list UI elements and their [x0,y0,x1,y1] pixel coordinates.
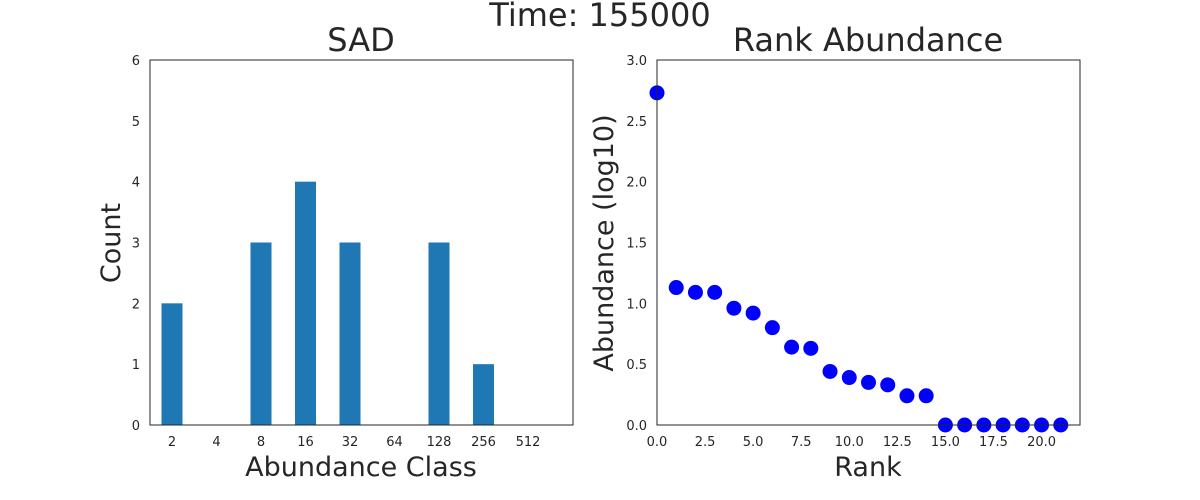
rank-y-axis-label: Abundance (log10) [589,114,620,371]
sad-y-tick-label: 2 [132,297,140,312]
sad-x-tick-label: 512 [516,435,541,450]
rank-point [764,320,780,336]
sad-y-axis-label: Count [96,203,127,283]
sad-y-tick-label: 3 [132,237,140,252]
rank-y-tick-label: 1.0 [626,297,647,312]
rank-point [899,388,915,404]
sad-y-ticks: 0 1 2 3 4 5 6 [132,54,140,434]
sad-bar [473,364,494,425]
rank-point [880,377,896,393]
rank-x-axis-label: Rank [834,452,902,483]
rank-point [668,280,684,296]
sad-y-tick-label: 1 [132,358,140,373]
figure-suptitle: Time: 155000 [488,0,710,34]
sad-chart: SAD 0 1 2 3 4 5 6 2 4 8 16 32 64 128 256 512 Abundance… [96,21,574,483]
rank-points [649,85,1069,433]
rank-y-ticks: 0.0 0.5 1.0 1.5 2.0 2.5 3.0 [626,54,647,434]
rank-abundance-chart: Rank Abundance 0.0 0.5 1.0 1.5 2.0 2.5 3.0 0.0… [589,21,1081,483]
rank-x-tick-label: 12.5 [883,435,912,450]
rank-x-tick-label: 15.0 [931,435,960,450]
rank-point [918,388,934,404]
sad-x-tick-label: 64 [386,435,403,450]
sad-plot-frame [149,59,574,426]
rank-point [803,340,819,356]
sad-bar [250,242,272,425]
sad-bars [161,181,494,425]
rank-title: Rank Abundance [733,21,1003,59]
sad-y-tick-label: 5 [132,115,140,130]
rank-point [784,339,800,355]
rank-y-tick-label: 2.5 [626,115,647,130]
rank-y-tick-label: 0.5 [626,358,647,373]
sad-x-tick-label: 128 [427,435,452,450]
rank-point [687,284,703,300]
sad-x-tick-label: 32 [342,435,359,450]
sad-y-tick-label: 6 [132,54,140,69]
rank-y-tick-label: 2.0 [626,176,647,191]
rank-point [861,374,876,390]
rank-y-tick-label: 0.0 [626,419,647,434]
sad-title: SAD [327,21,394,59]
rank-x-tick-label: 10.0 [835,435,864,450]
rank-point [841,370,857,386]
rank-x-tick-label: 0.0 [647,435,668,450]
rank-y-tick-label: 3.0 [626,54,647,69]
sad-x-tick-label: 8 [257,435,265,450]
rank-x-tick-label: 5.0 [743,435,764,450]
sad-x-tick-label: 16 [297,435,314,450]
rank-plot-frame [656,59,1081,426]
rank-point [707,284,723,300]
rank-x-tick-label: 2.5 [695,435,716,450]
sad-x-axis-label: Abundance Class [245,452,477,483]
rank-point [726,300,742,316]
sad-x-tick-label: 256 [471,435,496,450]
sad-x-tick-label: 4 [212,435,220,450]
sad-bar [161,303,183,425]
sad-bar [339,242,361,425]
sad-y-tick-label: 0 [132,419,140,434]
sad-bar [428,242,450,425]
rank-x-tick-label: 17.5 [979,435,1008,450]
rank-point [822,363,838,379]
rank-x-tick-label: 7.5 [791,435,812,450]
rank-x-ticks: 0.0 2.5 5.0 7.5 10.0 12.5 15.0 17.5 20.0 [647,435,1056,450]
sad-bar [295,181,316,425]
sad-x-ticks: 2 4 8 16 32 64 128 256 512 [168,435,541,450]
sad-y-tick-label: 4 [132,176,140,191]
rank-x-tick-label: 20.0 [1027,435,1056,450]
rank-y-tick-label: 1.5 [626,237,647,252]
rank-point [745,305,761,321]
sad-x-tick-label: 2 [168,435,176,450]
